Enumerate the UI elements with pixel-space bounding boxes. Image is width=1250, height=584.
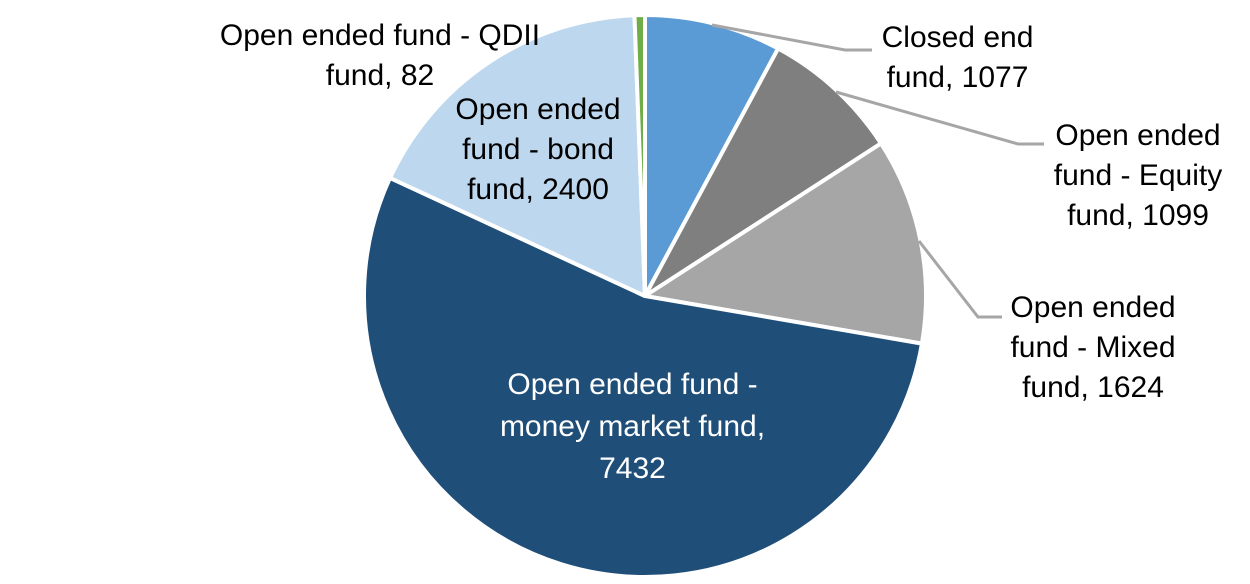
pie-slice-open-ended-fund-mixed-fund <box>643 141 928 346</box>
pie-slice-closed-end-fund <box>643 13 781 298</box>
data-label-line: fund, 1624 <box>1022 371 1164 404</box>
data-label-line: Open ended fund - QDII <box>219 19 541 52</box>
data-label-qdii-fund: Open ended fund - QDII fund, 82 <box>200 16 560 96</box>
pie-slice-open-ended-fund-money-market-fund <box>362 175 924 579</box>
data-label-line: fund - Equity <box>1053 159 1223 192</box>
data-label-line: Open ended fund - <box>507 368 758 401</box>
data-label-closed-end-fund: Closed end fund, 1077 <box>855 18 1060 98</box>
pie-slice-open-ended-fund-bond-fund <box>388 13 647 298</box>
data-label-line: fund, 1077 <box>886 61 1029 94</box>
data-label-line: Open ended <box>455 93 621 126</box>
data-label-line: fund - Mixed <box>1010 331 1176 364</box>
pie-slice-open-ended-fund-equity-fund <box>643 46 883 298</box>
data-label-equity-fund: Open ended fund - Equity fund, 1099 <box>1028 116 1248 236</box>
leader-line-mixed-fund <box>917 240 1002 319</box>
data-label-line: Open ended <box>1010 291 1176 324</box>
data-label-line: Closed end <box>881 21 1034 54</box>
data-label-line: money market fund, <box>499 410 766 443</box>
data-label-money-market-fund: Open ended fund - money market fund, 743… <box>480 364 785 490</box>
data-label-mixed-fund: Open ended fund - Mixed fund, 1624 <box>983 288 1203 408</box>
data-label-line: fund, 82 <box>325 59 435 92</box>
leader-line-closed-end-fund <box>711 23 872 52</box>
data-label-line: fund, 2400 <box>467 173 609 206</box>
data-label-line: 7432 <box>599 452 666 485</box>
leader-line-equity-fund <box>835 90 1044 146</box>
data-label-line: fund, 1099 <box>1067 199 1209 232</box>
data-label-bond-fund: Open ended fund - bond fund, 2400 <box>438 90 638 210</box>
data-label-line: fund - bond <box>462 133 614 166</box>
pie-slice-open-ended-fund-qdii-fund <box>632 13 647 298</box>
data-label-line: Open ended <box>1055 119 1221 152</box>
